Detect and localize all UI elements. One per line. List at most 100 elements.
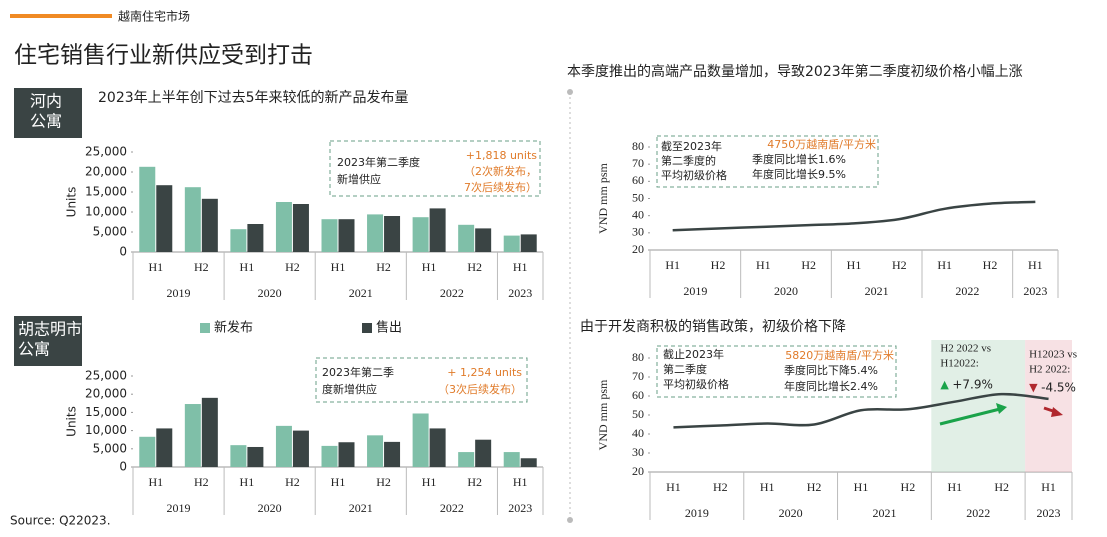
trend-arrow bbox=[939, 407, 1001, 426]
y-tick-label: 60 bbox=[632, 173, 644, 187]
comparison-label: H2 2022 vs bbox=[940, 343, 991, 355]
bar bbox=[247, 224, 264, 252]
y-tick-label: 80 bbox=[632, 350, 644, 364]
x-tick-label: H2 bbox=[983, 258, 998, 272]
legend-swatch bbox=[362, 323, 372, 333]
bar bbox=[475, 439, 492, 467]
annotation-label: 度新增供应 bbox=[322, 382, 377, 396]
y-tick-label: 70 bbox=[632, 156, 644, 170]
y-tick-label: 5,000 bbox=[93, 441, 127, 455]
panel-label: 公寓 bbox=[30, 112, 62, 131]
y-tick-label: 25,000 bbox=[85, 145, 127, 159]
annotation-value: + 1,254 units bbox=[447, 366, 522, 379]
year-label: 2023 bbox=[1037, 506, 1061, 520]
x-tick-label: H2 bbox=[194, 475, 209, 489]
bar bbox=[367, 435, 384, 467]
y-axis-label: Units bbox=[65, 406, 79, 437]
bar bbox=[184, 187, 201, 252]
year-label: 2020 bbox=[774, 284, 798, 298]
bar bbox=[139, 166, 156, 252]
panel-label: 河内 bbox=[30, 92, 62, 111]
annotation-label: 平均初级价格 bbox=[661, 168, 727, 182]
bar bbox=[230, 445, 247, 467]
legend-swatch bbox=[200, 323, 210, 333]
bar bbox=[458, 452, 475, 467]
x-tick-label: H1 bbox=[422, 475, 437, 489]
x-tick-label: H2 bbox=[892, 258, 907, 272]
y-tick-label: 20,000 bbox=[85, 165, 127, 179]
bar bbox=[384, 441, 401, 467]
x-tick-label: H1 bbox=[148, 475, 163, 489]
annotation-label: 第二季度 bbox=[663, 362, 707, 376]
highlight-region bbox=[931, 340, 1026, 472]
annotation-box bbox=[656, 345, 897, 398]
bar bbox=[156, 185, 173, 252]
annotation-label: 第二季度的 bbox=[661, 154, 716, 168]
year-label: 2022 bbox=[440, 501, 464, 515]
bar bbox=[156, 428, 173, 467]
year-label: 2022 bbox=[966, 506, 990, 520]
annotation-value: （3次后续发布） bbox=[438, 382, 522, 396]
annotation-value: 7次后续发布） bbox=[464, 180, 537, 194]
x-tick-label: H2 bbox=[807, 480, 822, 494]
annotation-label: 新增供应 bbox=[337, 172, 381, 186]
x-tick-label: H1 bbox=[1028, 258, 1043, 272]
annotation-label: 平均初级价格 bbox=[663, 377, 729, 391]
x-tick-label: H2 bbox=[376, 475, 391, 489]
x-tick-label: H1 bbox=[422, 260, 437, 274]
comparison-change: +7.9% bbox=[952, 378, 993, 392]
trend-arrowhead bbox=[1051, 407, 1063, 417]
year-label: 2022 bbox=[440, 286, 464, 300]
x-tick-label: H1 bbox=[513, 260, 528, 274]
bar bbox=[384, 216, 401, 252]
year-label: 2020 bbox=[258, 286, 282, 300]
y-tick-label: 30 bbox=[632, 225, 644, 239]
x-tick-label: H1 bbox=[331, 260, 346, 274]
y-tick-label: 50 bbox=[632, 190, 644, 204]
panel-box bbox=[14, 316, 82, 366]
annotation-value: 季度同比下降5.4% bbox=[784, 363, 878, 377]
y-axis-label: VND mm psm bbox=[596, 379, 610, 450]
y-axis-label: Units bbox=[65, 187, 79, 218]
panel-label: 公寓 bbox=[18, 340, 50, 359]
annotation-label: 2023年第二季 bbox=[322, 365, 394, 379]
bar bbox=[201, 397, 218, 467]
bar bbox=[412, 217, 429, 252]
annotation-value: 季度同比增长1.6% bbox=[752, 152, 846, 166]
x-tick-label: H2 bbox=[713, 480, 728, 494]
y-tick-label: 10,000 bbox=[85, 205, 127, 219]
x-tick-label: H2 bbox=[467, 260, 482, 274]
source: Source: Q22023. bbox=[10, 514, 111, 528]
year-label: 2023 bbox=[508, 501, 532, 515]
bar bbox=[139, 436, 156, 467]
x-tick-label: H2 bbox=[467, 475, 482, 489]
year-label: 2023 bbox=[508, 286, 532, 300]
x-tick-label: H2 bbox=[901, 480, 916, 494]
bar bbox=[321, 445, 338, 467]
year-label: 2020 bbox=[258, 501, 282, 515]
y-tick-label: 80 bbox=[632, 139, 644, 153]
panel-box bbox=[14, 88, 82, 138]
year-label: 2021 bbox=[872, 506, 896, 520]
y-tick-label: 20,000 bbox=[85, 387, 127, 401]
bar bbox=[184, 404, 201, 467]
annotation-value: 年度同比增长2.4% bbox=[784, 379, 878, 393]
x-tick-label: H2 bbox=[194, 260, 209, 274]
page-title: 住宅销售行业新供应受到打击 bbox=[14, 43, 313, 69]
bar bbox=[475, 228, 492, 252]
bar bbox=[458, 224, 475, 252]
panel-label: 胡志明市 bbox=[18, 320, 82, 339]
legend-label: 售出 bbox=[376, 320, 402, 336]
year-label: 2022 bbox=[955, 284, 979, 298]
section-label: 越南住宅市场 bbox=[118, 9, 190, 24]
annotation-value: 5820万越南盾/平方米 bbox=[785, 348, 894, 362]
bar bbox=[367, 214, 384, 252]
y-tick-label: 15,000 bbox=[85, 185, 127, 199]
bar bbox=[503, 235, 520, 252]
y-tick-label: 10,000 bbox=[85, 423, 127, 437]
y-tick-label: 30 bbox=[632, 445, 644, 459]
divider-end bbox=[567, 517, 573, 523]
x-tick-label: H1 bbox=[666, 480, 681, 494]
bar bbox=[247, 446, 264, 467]
